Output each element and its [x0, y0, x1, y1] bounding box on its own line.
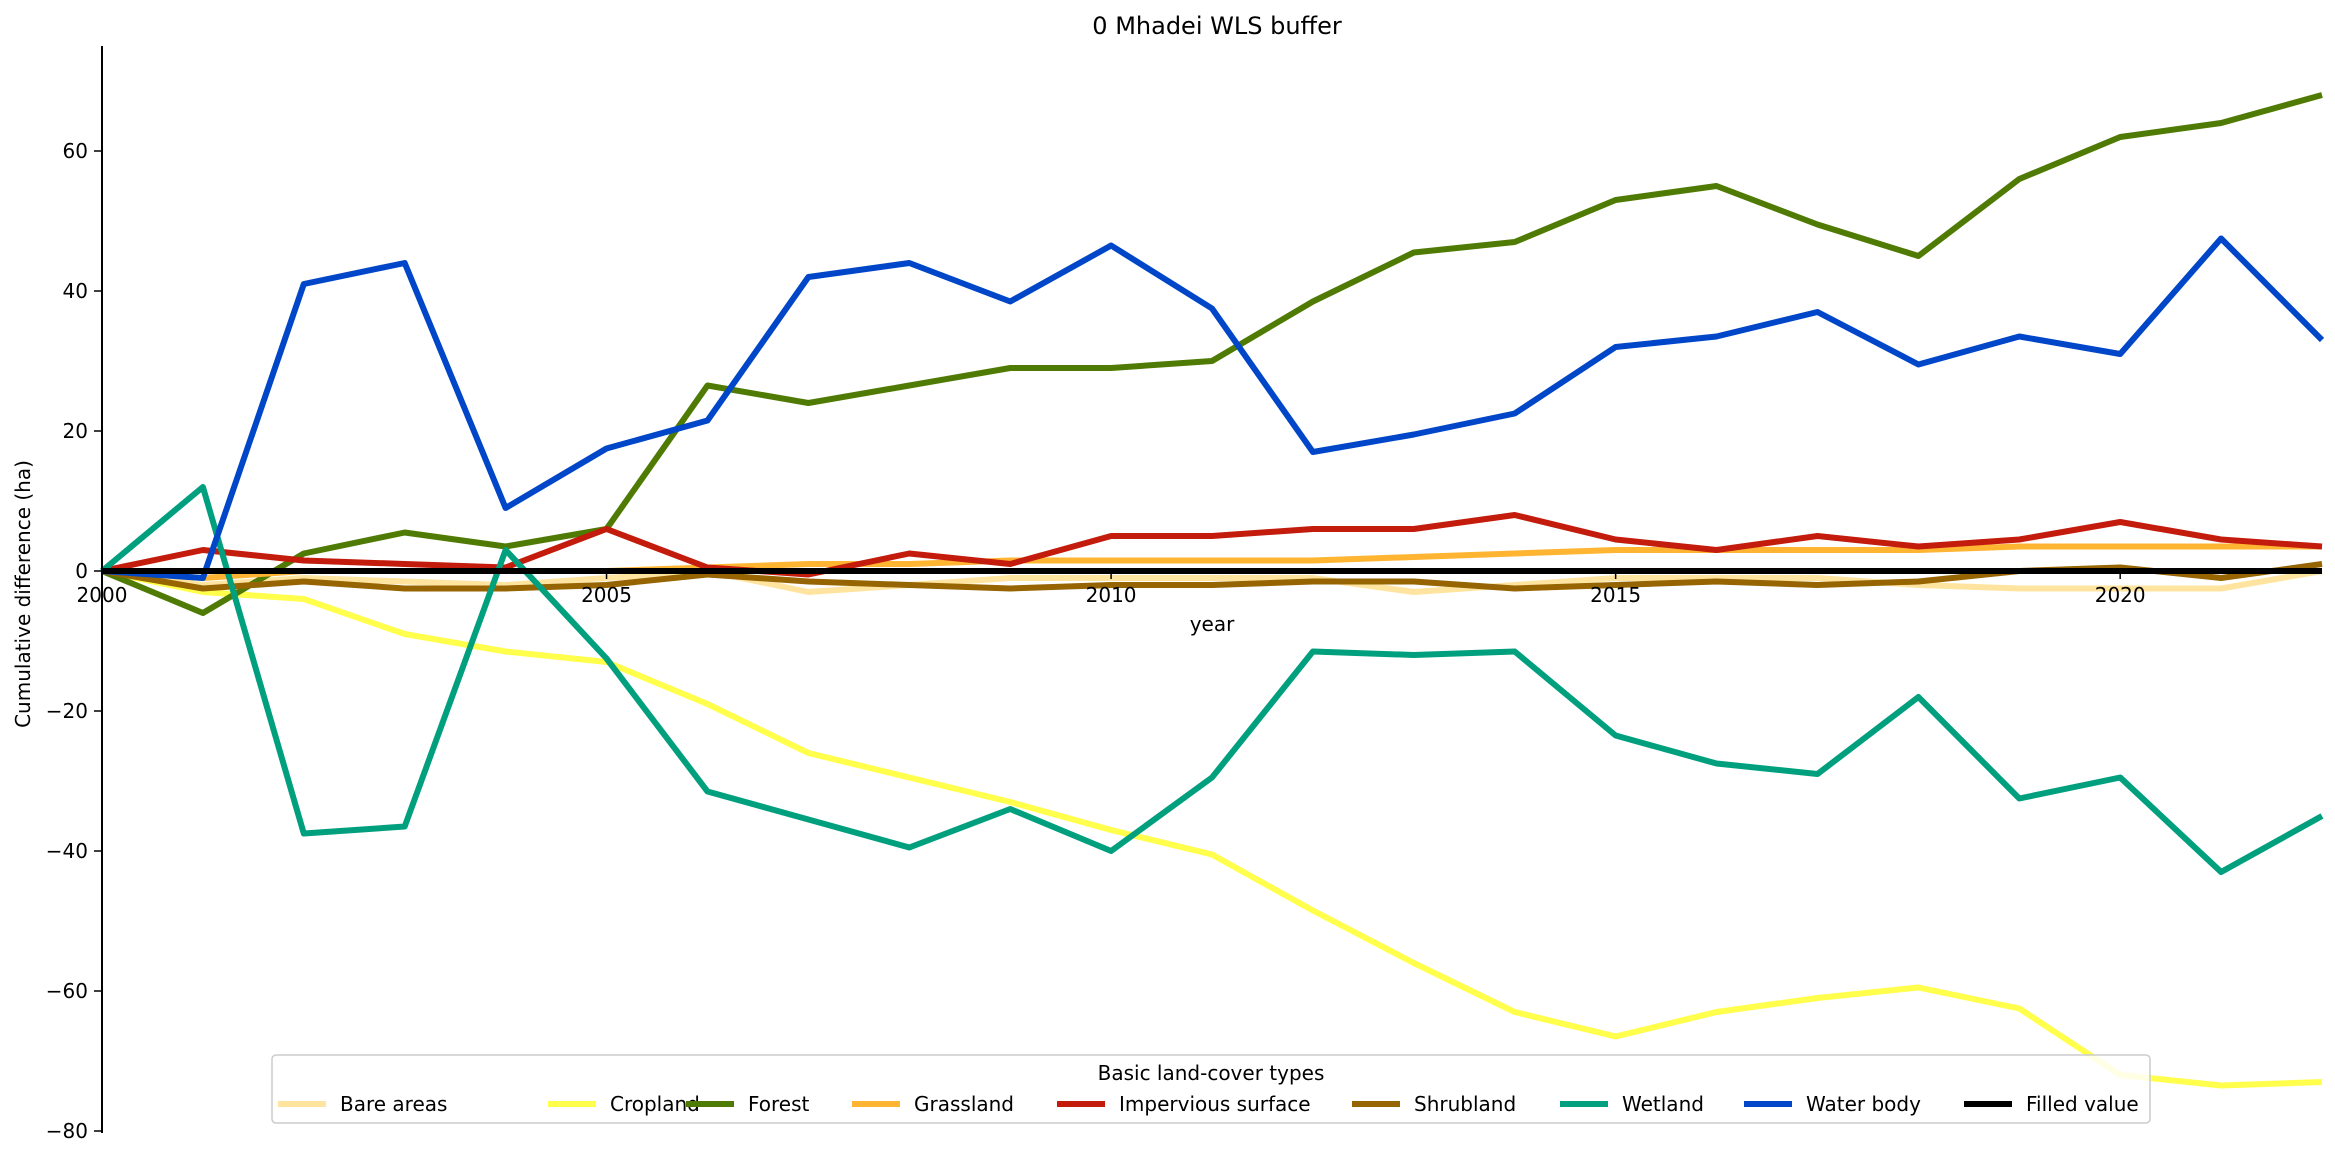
legend-label: Cropland	[610, 1092, 700, 1116]
y-tick-label: 60	[63, 139, 88, 163]
series-line-6	[100, 484, 2324, 875]
legend-label: Filled value	[2026, 1092, 2139, 1116]
x-tick-label: 2010	[1086, 583, 1137, 607]
x-tick-label: 2005	[581, 583, 632, 607]
x-axis-label: year	[1190, 612, 1235, 636]
legend-label: Wetland	[1622, 1092, 1704, 1116]
y-tick-label: 20	[63, 419, 88, 443]
legend-label: Grassland	[914, 1092, 1014, 1116]
series-line-7	[101, 235, 2325, 581]
legend: Basic land-cover types Bare areas Croplan…	[271, 1054, 2151, 1124]
series-line-2	[100, 92, 2323, 616]
x-tick-label: 2020	[2095, 583, 2146, 607]
series-line-0	[101, 568, 2323, 595]
legend-label: Bare areas	[340, 1092, 447, 1116]
y-tick-label: −80	[46, 1119, 88, 1143]
series-layer	[100, 92, 2325, 1089]
x-tick-label: 2015	[1590, 583, 1641, 607]
axes	[101, 46, 2322, 1133]
legend-label: Shrubland	[1414, 1092, 1516, 1116]
legend-entries: Bare areas Cropland Forest Grassland Impervi…	[278, 1092, 2139, 1116]
legend-label: Water body	[1806, 1092, 1921, 1116]
y-tick-label: −20	[46, 699, 88, 723]
x-tick-label: 2000	[77, 583, 128, 607]
y-tick-label: −60	[46, 979, 88, 1003]
y-tick-label: 40	[63, 279, 88, 303]
legend-label: Impervious surface	[1119, 1092, 1311, 1116]
series-line-4	[101, 512, 2323, 578]
x-ticks: 2000 2005 2010 2015 2020	[77, 571, 2146, 607]
legend-title: Basic land-cover types	[1098, 1061, 1325, 1085]
legend-label: Forest	[748, 1092, 810, 1116]
series-line-1	[101, 568, 2323, 1089]
y-ticks: −80 −60 −40 −20 0 20 40 60	[46, 139, 102, 1143]
y-tick-label: 0	[75, 559, 88, 583]
legend-box	[271, 1054, 2151, 1124]
series-line-5	[101, 561, 2323, 592]
y-axis-label: Cumulative difference (ha)	[11, 460, 35, 728]
y-tick-label: −40	[46, 839, 88, 863]
chart-title: 0 Mhadei WLS buffer	[1092, 12, 1342, 40]
